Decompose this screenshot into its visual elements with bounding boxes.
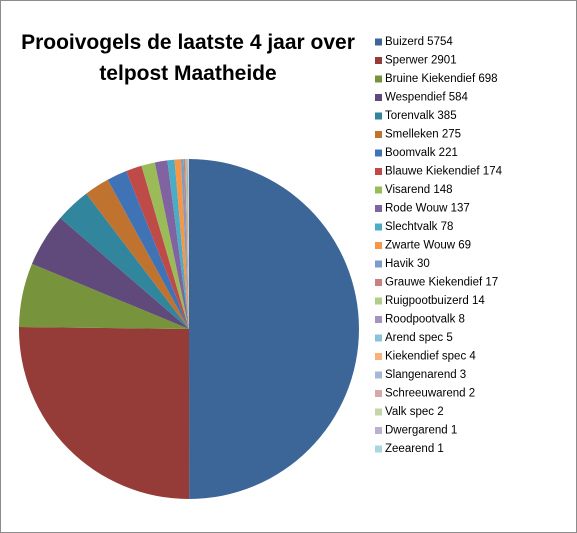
legend-label: Rode Wouw 137 xyxy=(385,203,470,215)
legend-label: Havik 30 xyxy=(385,258,430,270)
legend-label: Slechtvalk 78 xyxy=(385,221,453,233)
pie-slice xyxy=(60,193,189,329)
legend-swatch xyxy=(375,334,382,342)
legend-label: Sperwer 2901 xyxy=(385,55,457,67)
legend-swatch xyxy=(375,205,382,212)
pie-slice xyxy=(86,179,189,329)
legend-swatch xyxy=(375,445,382,453)
legend-label: Wespendief 584 xyxy=(385,92,469,104)
legend-label: Schreeuwarend 2 xyxy=(385,388,475,400)
legend-swatch xyxy=(375,57,382,64)
legend-swatch xyxy=(375,427,382,434)
pie-slice xyxy=(187,159,189,329)
legend-swatch xyxy=(375,223,382,231)
legend-swatch xyxy=(375,390,382,397)
pie-slice xyxy=(154,160,189,329)
legend-swatch xyxy=(375,149,382,157)
legend-label: Zeearend 1 xyxy=(385,443,444,455)
legend-swatch xyxy=(375,168,382,175)
pie-slice xyxy=(186,159,189,329)
pie-slice xyxy=(174,159,189,329)
pie-slice xyxy=(183,159,189,329)
legend-label: Buizerd 5754 xyxy=(385,36,453,48)
legend-swatch xyxy=(375,408,382,416)
legend-label: Ruigpootbuizerd 14 xyxy=(385,295,485,307)
pie-slice xyxy=(31,217,189,329)
pie-slice xyxy=(141,162,189,329)
legend-label: Torenvalk 385 xyxy=(385,110,457,122)
legend-swatch xyxy=(375,38,382,46)
pie-slice xyxy=(126,165,189,329)
legend-label: Visarend 148 xyxy=(385,184,453,196)
legend-label: Slangenarend 3 xyxy=(385,369,466,381)
pie-slice xyxy=(107,171,189,329)
legend-swatch xyxy=(375,371,382,379)
pie-slice xyxy=(187,159,189,329)
legend-swatch xyxy=(375,297,382,305)
pie-slice xyxy=(180,159,189,329)
pie-slice xyxy=(188,159,189,329)
pie-slice xyxy=(167,159,189,329)
legend-label: Bruine Kiekendief 698 xyxy=(385,73,498,85)
pie-slice xyxy=(189,159,359,499)
legend-swatch xyxy=(375,75,382,83)
pie-slice xyxy=(185,159,189,329)
legend-swatch xyxy=(375,353,382,360)
legend-swatch xyxy=(375,260,382,268)
legend-label: Boomvalk 221 xyxy=(385,147,458,159)
legend-label: Kiekendief spec 4 xyxy=(385,351,476,363)
legend-swatch xyxy=(375,112,382,120)
legend-swatch xyxy=(375,186,382,194)
legend-label: Grauwe Kiekendief 17 xyxy=(385,277,498,289)
legend-swatch xyxy=(375,94,382,101)
pie-slice xyxy=(188,159,189,329)
legend-swatch xyxy=(375,316,382,323)
legend-swatch xyxy=(375,131,382,138)
pie-slice xyxy=(19,326,190,499)
legend-label: Smelleken 275 xyxy=(385,129,461,141)
legend-swatch xyxy=(375,242,382,249)
legend-label: Valk spec 2 xyxy=(385,406,444,418)
chart-title: Prooivogels de laatste 4 jaar over telpo… xyxy=(21,31,355,85)
legend-label: Zwarte Wouw 69 xyxy=(385,240,471,252)
legend-label: Blauwe Kiekendief 174 xyxy=(385,166,503,178)
legend-swatch xyxy=(375,279,382,286)
legend-label: Roodpootvalk 8 xyxy=(385,314,465,326)
legend-label: Dwergarend 1 xyxy=(385,425,457,437)
legend-label: Arend spec 5 xyxy=(385,332,453,344)
pie-slice xyxy=(19,263,190,329)
